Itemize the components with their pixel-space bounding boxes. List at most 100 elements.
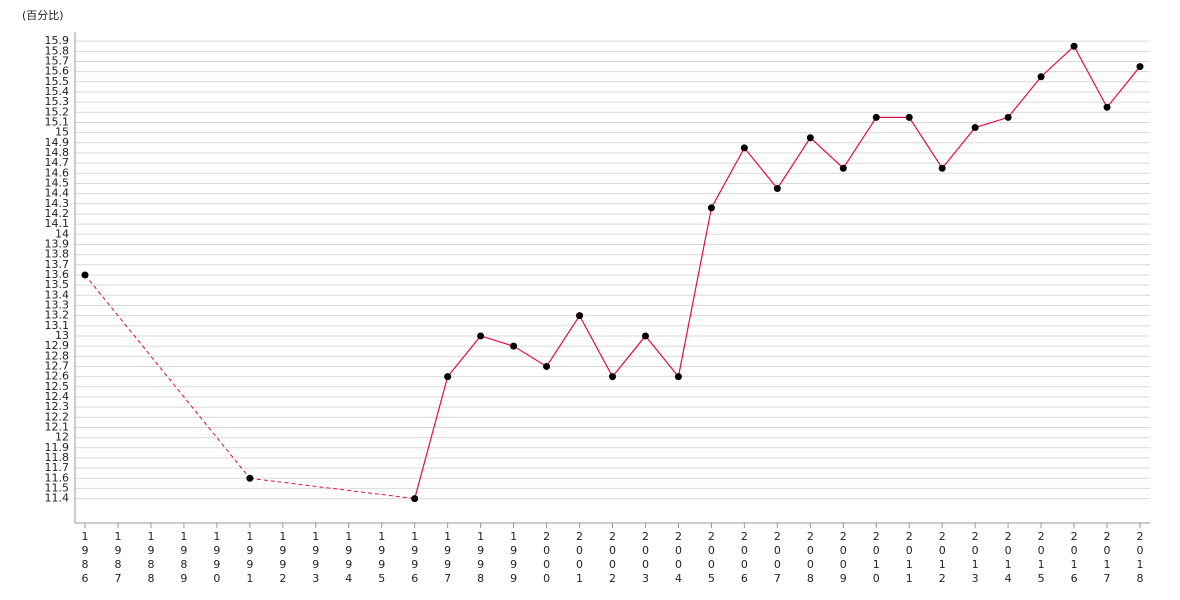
x-tick-label: 2010	[870, 530, 883, 586]
y-tick-label: 15.5	[45, 75, 70, 88]
x-tick-label: 1986	[79, 530, 92, 586]
y-tick-label: 15.6	[45, 65, 70, 78]
y-tick-label: 15.8	[45, 44, 70, 57]
x-tick-label: 2011	[903, 530, 916, 586]
y-tick-label: 11.9	[45, 441, 70, 454]
point	[510, 342, 518, 350]
y-tick-label: 11.6	[45, 471, 70, 484]
y-tick-label: 15	[55, 126, 69, 139]
y-tick-label: 12.5	[45, 380, 70, 393]
x-tick-label: 2013	[969, 530, 982, 586]
x-tick-label: 1998	[474, 530, 487, 586]
line	[414, 45, 1141, 499]
x-tick-label: 1995	[375, 530, 388, 586]
x-tick-label: 2007	[771, 530, 784, 586]
point	[1103, 103, 1111, 111]
point	[938, 164, 946, 172]
x-tick-label: 2000	[540, 530, 553, 586]
y-tick-label: 12	[55, 431, 69, 444]
point	[543, 362, 551, 370]
y-tick-label: 13.8	[45, 248, 70, 261]
y-tick-label: 15.1	[45, 115, 70, 128]
x-tick-label: 1997	[441, 530, 454, 586]
x-tick-label: 2006	[738, 530, 751, 586]
y-tick-label: 15.2	[45, 105, 70, 118]
point	[444, 373, 452, 381]
point	[609, 373, 616, 381]
point	[411, 495, 419, 503]
x-tick-label: 1991	[243, 530, 256, 586]
point	[1004, 113, 1012, 121]
x-tick-label: 1996	[408, 530, 421, 586]
point	[1070, 42, 1078, 50]
y-tick-label: 12.2	[45, 410, 70, 423]
y-axis-label: (百分比)	[22, 9, 64, 22]
point	[773, 185, 781, 193]
point	[806, 134, 814, 142]
y-tick-label: 14.1	[45, 217, 70, 230]
x-tick-label: 2009	[837, 530, 850, 586]
y-tick-label: 15.3	[45, 95, 70, 108]
x-tick-label: 2014	[1002, 530, 1015, 586]
y-tick-label: 14.5	[45, 176, 70, 189]
point	[81, 271, 89, 279]
y-tick-label: 14.9	[45, 136, 70, 149]
y-tick-label: 11.7	[45, 461, 70, 474]
y-tick-label: 14.8	[45, 146, 70, 159]
point	[707, 204, 715, 212]
x-tick-label: 2005	[705, 530, 718, 586]
x-tick-label: 1987	[111, 530, 124, 586]
y-tick-label: 14	[55, 227, 69, 240]
point	[246, 474, 254, 482]
y-tick-label: 14.3	[45, 197, 70, 210]
x-tick-label: 1993	[309, 530, 322, 586]
y-tick-label: 12.6	[45, 370, 70, 383]
x-tick-label: 2008	[804, 530, 817, 586]
y-tick-label: 12.9	[45, 339, 70, 352]
point	[1136, 63, 1144, 71]
y-tick-label: 14.6	[45, 166, 70, 179]
x-tick-label: 2003	[639, 530, 652, 586]
y-tick-label: 11.5	[45, 481, 70, 494]
y-tick-label: 12.3	[45, 400, 70, 413]
x-tick-label: 1999	[507, 530, 520, 586]
y-tick-label: 11.4	[45, 492, 70, 505]
x-tick-label: 1989	[177, 530, 190, 586]
y-tick-label: 13.9	[45, 237, 70, 250]
x-tick-label: 2002	[606, 530, 619, 586]
x-tick-label: 2012	[936, 530, 949, 586]
point	[740, 144, 748, 152]
point	[905, 113, 913, 121]
x-tick-label: 2018	[1134, 530, 1147, 586]
point	[674, 373, 682, 381]
y-tick-label: 13.4	[45, 288, 70, 301]
y-tick-label: 12.4	[45, 390, 70, 403]
y-tick-label: 13.3	[45, 298, 70, 311]
y-tick-label: 13.6	[45, 268, 70, 281]
y-tick-label: 13.2	[45, 309, 70, 322]
x-tick-label: 2017	[1101, 530, 1114, 586]
x-tick-label: 2015	[1035, 530, 1048, 586]
y-tick-label: 13.7	[45, 258, 70, 271]
x-tick-label: 1990	[210, 530, 223, 586]
gap-connector	[84, 274, 251, 479]
x-tick-label: 1994	[342, 530, 355, 586]
y-tick-label: 14.7	[45, 156, 70, 169]
y-tick-label: 15.9	[45, 34, 70, 47]
x-tick-label: 2001	[573, 530, 586, 586]
x-tick-label: 2016	[1068, 530, 1081, 586]
point	[477, 332, 485, 340]
point	[839, 164, 847, 172]
point	[872, 113, 880, 121]
y-tick-label: 13.1	[45, 319, 70, 332]
y-tick-label: 12.1	[45, 420, 70, 433]
y-tick-label: 13.5	[45, 278, 70, 291]
y-tick-label: 15.7	[45, 54, 70, 67]
y-tick-label: 13	[55, 329, 69, 342]
y-tick-label: 12.7	[45, 359, 70, 372]
y-tick-label: 14.4	[45, 187, 70, 200]
x-tick-label: 2004	[672, 530, 685, 586]
point	[1037, 73, 1045, 81]
point	[971, 124, 979, 132]
